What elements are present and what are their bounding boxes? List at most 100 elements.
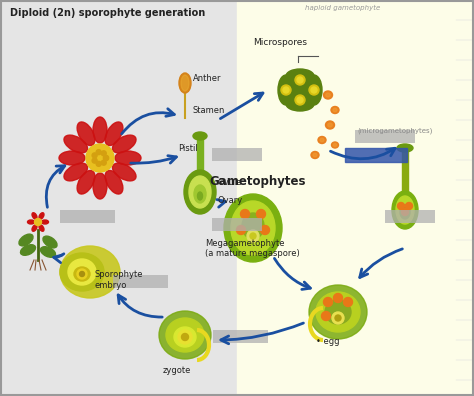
Circle shape xyxy=(92,153,97,158)
Ellipse shape xyxy=(184,170,216,214)
Ellipse shape xyxy=(19,234,33,246)
Ellipse shape xyxy=(397,144,413,152)
Text: • egg: • egg xyxy=(316,337,339,346)
Bar xyxy=(355,130,415,143)
Ellipse shape xyxy=(392,191,418,229)
Circle shape xyxy=(398,202,404,209)
Ellipse shape xyxy=(59,151,85,165)
Circle shape xyxy=(405,202,412,209)
Ellipse shape xyxy=(179,73,191,93)
Text: Stamen: Stamen xyxy=(193,105,225,114)
Circle shape xyxy=(103,156,109,160)
Ellipse shape xyxy=(286,69,314,83)
Text: Ovary: Ovary xyxy=(218,196,243,204)
Text: Anther: Anther xyxy=(193,74,221,82)
Ellipse shape xyxy=(278,75,294,105)
Circle shape xyxy=(103,156,109,160)
Ellipse shape xyxy=(400,205,410,219)
Circle shape xyxy=(240,209,249,219)
Circle shape xyxy=(77,269,87,279)
Ellipse shape xyxy=(43,236,57,248)
Circle shape xyxy=(250,233,256,239)
Ellipse shape xyxy=(42,220,48,224)
Ellipse shape xyxy=(320,138,324,142)
Text: Ovule: Ovule xyxy=(218,177,243,187)
Ellipse shape xyxy=(325,300,351,324)
Circle shape xyxy=(295,75,305,85)
Ellipse shape xyxy=(60,246,120,298)
Ellipse shape xyxy=(396,196,414,224)
Ellipse shape xyxy=(181,75,189,91)
Ellipse shape xyxy=(306,75,322,105)
Ellipse shape xyxy=(40,247,55,257)
Ellipse shape xyxy=(316,292,360,332)
Text: (microgametophytes): (microgametophytes) xyxy=(357,127,433,133)
Ellipse shape xyxy=(105,170,123,194)
Circle shape xyxy=(295,95,305,105)
Circle shape xyxy=(101,151,106,156)
Ellipse shape xyxy=(286,97,314,111)
Ellipse shape xyxy=(68,259,96,285)
Bar xyxy=(0,0,237,396)
Circle shape xyxy=(86,144,114,172)
Bar xyxy=(213,330,268,343)
Ellipse shape xyxy=(93,173,107,199)
Bar xyxy=(197,138,203,178)
Circle shape xyxy=(182,333,189,341)
Circle shape xyxy=(96,161,101,166)
Circle shape xyxy=(297,77,303,83)
Circle shape xyxy=(101,160,106,165)
Ellipse shape xyxy=(231,201,275,255)
Circle shape xyxy=(35,219,42,225)
Circle shape xyxy=(178,330,192,344)
Ellipse shape xyxy=(112,163,136,181)
Ellipse shape xyxy=(198,192,202,200)
Circle shape xyxy=(281,85,291,95)
Circle shape xyxy=(261,225,270,234)
Circle shape xyxy=(335,315,341,321)
Ellipse shape xyxy=(189,176,211,208)
Ellipse shape xyxy=(64,135,88,153)
Text: Sporophyte
embryo: Sporophyte embryo xyxy=(95,270,144,290)
Ellipse shape xyxy=(60,253,104,291)
Ellipse shape xyxy=(27,220,35,224)
Ellipse shape xyxy=(282,76,318,104)
Bar xyxy=(212,148,262,161)
Ellipse shape xyxy=(32,213,37,219)
Ellipse shape xyxy=(112,135,136,153)
Ellipse shape xyxy=(328,123,332,127)
Text: Microspores: Microspores xyxy=(253,38,307,47)
Circle shape xyxy=(80,272,84,276)
Text: Gametophytes: Gametophytes xyxy=(210,175,306,188)
Ellipse shape xyxy=(323,91,332,99)
Text: Pistil: Pistil xyxy=(178,143,198,152)
Circle shape xyxy=(237,225,246,234)
Ellipse shape xyxy=(20,245,36,255)
Circle shape xyxy=(247,230,259,242)
Ellipse shape xyxy=(331,107,339,114)
Ellipse shape xyxy=(39,213,44,219)
Ellipse shape xyxy=(32,225,37,231)
Bar xyxy=(402,150,408,200)
Bar xyxy=(345,148,407,162)
Ellipse shape xyxy=(313,153,317,157)
Ellipse shape xyxy=(318,137,326,143)
Ellipse shape xyxy=(326,121,335,129)
Bar xyxy=(237,0,474,396)
Ellipse shape xyxy=(74,267,90,281)
Ellipse shape xyxy=(39,225,44,231)
Circle shape xyxy=(323,297,332,307)
Circle shape xyxy=(401,209,409,215)
Ellipse shape xyxy=(105,122,123,146)
Ellipse shape xyxy=(224,194,282,262)
Circle shape xyxy=(92,158,97,163)
Circle shape xyxy=(256,209,265,219)
Ellipse shape xyxy=(93,117,107,143)
Circle shape xyxy=(283,87,289,93)
Circle shape xyxy=(344,297,353,307)
Circle shape xyxy=(321,312,330,320)
Text: Megagametophyte
(a mature megaspore): Megagametophyte (a mature megaspore) xyxy=(205,239,300,258)
Ellipse shape xyxy=(159,311,211,359)
Ellipse shape xyxy=(193,132,207,140)
Text: Diploid (2n) sporophyte generation: Diploid (2n) sporophyte generation xyxy=(10,8,205,18)
